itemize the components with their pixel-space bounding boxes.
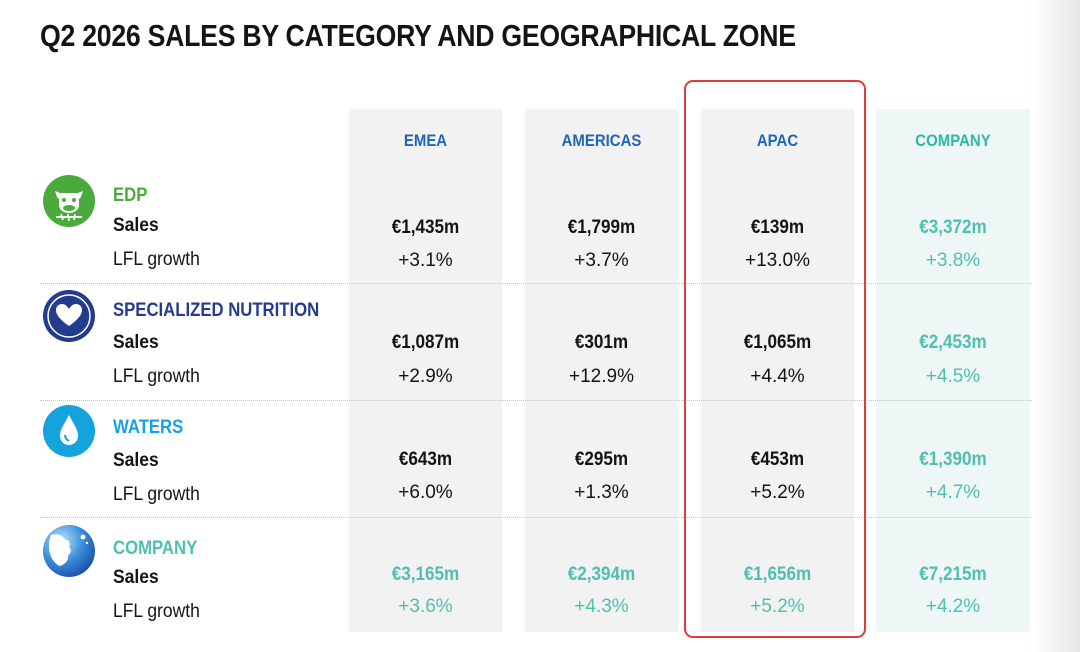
row-label-sales: Sales xyxy=(113,450,159,471)
row-divider xyxy=(40,517,1032,518)
row-label-sales: Sales xyxy=(113,215,159,236)
waters-americas-lfl: +1.3% xyxy=(574,482,629,503)
row-label-sales: Sales xyxy=(113,567,159,588)
row-label-lfl-growth: LFL growth xyxy=(113,601,200,622)
specialized-nutrition-emea-sales: €1,087m xyxy=(391,332,460,353)
row-label-lfl-growth: LFL growth xyxy=(113,366,200,387)
category-name-company: COMPANY xyxy=(113,538,198,559)
page-edge-shadow xyxy=(1030,0,1080,652)
company-emea-lfl: +3.6% xyxy=(398,596,453,617)
waters-company-sales: €1,390m xyxy=(919,449,987,470)
specialized-nutrition-emea-lfl: +2.9% xyxy=(398,366,453,387)
column-header-americas: AMERICAS xyxy=(561,131,642,150)
edp-apac-lfl: +13.0% xyxy=(745,250,810,271)
company-apac-sales: €1,656m xyxy=(743,564,812,585)
category-name-waters: WATERS xyxy=(113,417,184,438)
company-americas-lfl: +4.3% xyxy=(574,596,629,617)
category-name-specialized-nutrition: SPECIALIZED NUTRITION xyxy=(113,300,320,321)
waters-apac-lfl: +5.2% xyxy=(750,482,805,503)
waters-emea-lfl: +6.0% xyxy=(398,482,453,503)
specialized-nutrition-apac-lfl: +4.4% xyxy=(750,366,805,387)
edp-company-sales: €3,372m xyxy=(919,217,987,238)
column-background-apac xyxy=(701,109,854,632)
company-company-sales: €7,215m xyxy=(919,564,987,585)
column-background-emea xyxy=(349,109,502,632)
edp-emea-sales: €1,435m xyxy=(391,217,460,238)
category-name-edp: EDP xyxy=(113,185,148,206)
company-americas-sales: €2,394m xyxy=(567,564,636,585)
edp-americas-lfl: +3.7% xyxy=(574,250,629,271)
row-divider xyxy=(40,283,1032,284)
apac-column-highlight xyxy=(684,80,866,638)
company-company-lfl: +4.2% xyxy=(925,596,981,617)
column-header-company: COMPANY xyxy=(915,131,991,150)
row-divider xyxy=(40,400,1032,401)
edp-company-lfl: +3.8% xyxy=(925,250,981,271)
specialized-nutrition-americas-sales: €301m xyxy=(574,332,629,353)
edp-apac-sales: €139m xyxy=(750,217,805,238)
company-logo-icon xyxy=(43,525,95,577)
row-label-lfl-growth: LFL growth xyxy=(113,249,200,270)
column-header-apac: APAC xyxy=(756,131,799,150)
specialized-nutrition-company-lfl: +4.5% xyxy=(925,366,981,387)
water-drop-icon xyxy=(43,405,95,457)
waters-apac-sales: €453m xyxy=(750,449,805,470)
heart-hand-icon xyxy=(43,290,95,342)
company-emea-sales: €3,165m xyxy=(391,564,460,585)
column-background-americas xyxy=(525,109,678,632)
waters-americas-sales: €295m xyxy=(574,449,629,470)
specialized-nutrition-company-sales: €2,453m xyxy=(919,332,987,353)
company-apac-lfl: +5.2% xyxy=(750,596,805,617)
cow-icon xyxy=(43,175,95,227)
specialized-nutrition-apac-sales: €1,065m xyxy=(743,332,812,353)
edp-americas-sales: €1,799m xyxy=(567,217,636,238)
column-background-company xyxy=(876,109,1030,632)
row-label-lfl-growth: LFL growth xyxy=(113,484,200,505)
specialized-nutrition-americas-lfl: +12.9% xyxy=(569,366,634,387)
page-title: Q2 2026 SALES BY CATEGORY AND GEOGRAPHIC… xyxy=(40,18,796,53)
waters-company-lfl: +4.7% xyxy=(925,482,981,503)
edp-emea-lfl: +3.1% xyxy=(398,250,453,271)
waters-emea-sales: €643m xyxy=(398,449,453,470)
column-header-emea: EMEA xyxy=(403,131,448,150)
row-label-sales: Sales xyxy=(113,332,159,353)
